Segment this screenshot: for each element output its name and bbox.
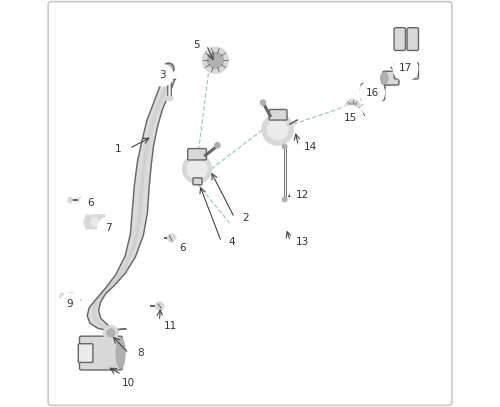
FancyBboxPatch shape bbox=[193, 178, 202, 185]
FancyBboxPatch shape bbox=[78, 344, 93, 363]
FancyBboxPatch shape bbox=[361, 83, 384, 101]
FancyBboxPatch shape bbox=[394, 28, 406, 50]
Ellipse shape bbox=[164, 96, 173, 101]
Circle shape bbox=[290, 230, 314, 254]
Text: 10: 10 bbox=[122, 379, 134, 388]
Circle shape bbox=[68, 293, 74, 300]
Circle shape bbox=[267, 119, 288, 140]
FancyBboxPatch shape bbox=[394, 63, 418, 79]
Text: 16: 16 bbox=[366, 88, 378, 98]
Circle shape bbox=[236, 207, 256, 228]
Text: 12: 12 bbox=[296, 190, 310, 199]
Circle shape bbox=[187, 159, 208, 179]
Circle shape bbox=[107, 138, 128, 159]
FancyBboxPatch shape bbox=[188, 149, 206, 160]
Text: 8: 8 bbox=[137, 348, 143, 358]
Text: 17: 17 bbox=[399, 63, 412, 73]
Circle shape bbox=[262, 114, 293, 145]
Circle shape bbox=[260, 100, 266, 105]
Text: 13: 13 bbox=[296, 237, 308, 247]
Circle shape bbox=[60, 294, 80, 315]
Circle shape bbox=[158, 313, 183, 338]
Ellipse shape bbox=[68, 197, 72, 203]
Text: 5: 5 bbox=[193, 40, 200, 50]
Polygon shape bbox=[84, 215, 106, 229]
Text: 6: 6 bbox=[87, 199, 94, 208]
Text: 7: 7 bbox=[105, 223, 112, 233]
Circle shape bbox=[360, 81, 384, 105]
Text: 15: 15 bbox=[344, 113, 358, 123]
Circle shape bbox=[98, 217, 119, 239]
Circle shape bbox=[221, 232, 242, 253]
Ellipse shape bbox=[60, 293, 64, 300]
Circle shape bbox=[348, 103, 356, 111]
Circle shape bbox=[290, 182, 315, 207]
Ellipse shape bbox=[380, 72, 388, 84]
Circle shape bbox=[345, 99, 360, 114]
Circle shape bbox=[298, 135, 322, 160]
Polygon shape bbox=[87, 79, 174, 330]
Text: 9: 9 bbox=[67, 300, 73, 309]
Text: 14: 14 bbox=[304, 142, 317, 152]
Circle shape bbox=[394, 56, 417, 81]
Text: 3: 3 bbox=[159, 70, 166, 80]
Text: 6: 6 bbox=[180, 243, 186, 253]
Circle shape bbox=[214, 142, 220, 148]
FancyBboxPatch shape bbox=[80, 336, 122, 370]
Circle shape bbox=[183, 155, 212, 183]
Ellipse shape bbox=[116, 338, 125, 368]
Circle shape bbox=[152, 65, 173, 86]
Ellipse shape bbox=[91, 217, 98, 226]
Circle shape bbox=[202, 47, 228, 73]
Circle shape bbox=[168, 234, 176, 242]
Text: 11: 11 bbox=[164, 321, 177, 330]
FancyBboxPatch shape bbox=[407, 28, 418, 50]
Circle shape bbox=[80, 193, 101, 214]
Circle shape bbox=[164, 63, 174, 74]
Ellipse shape bbox=[360, 85, 366, 99]
Circle shape bbox=[186, 34, 207, 55]
Circle shape bbox=[106, 329, 115, 337]
Circle shape bbox=[78, 197, 86, 204]
Circle shape bbox=[172, 238, 194, 259]
Circle shape bbox=[156, 302, 164, 310]
Circle shape bbox=[104, 326, 118, 340]
FancyBboxPatch shape bbox=[269, 109, 287, 120]
Circle shape bbox=[116, 371, 140, 396]
Circle shape bbox=[338, 106, 363, 130]
Circle shape bbox=[130, 343, 150, 364]
Circle shape bbox=[287, 121, 292, 127]
Circle shape bbox=[208, 52, 224, 68]
Circle shape bbox=[282, 144, 287, 149]
Circle shape bbox=[282, 197, 287, 202]
Text: 1: 1 bbox=[114, 144, 121, 153]
Text: 2: 2 bbox=[242, 213, 249, 223]
Text: 4: 4 bbox=[228, 237, 235, 247]
FancyBboxPatch shape bbox=[382, 71, 399, 85]
